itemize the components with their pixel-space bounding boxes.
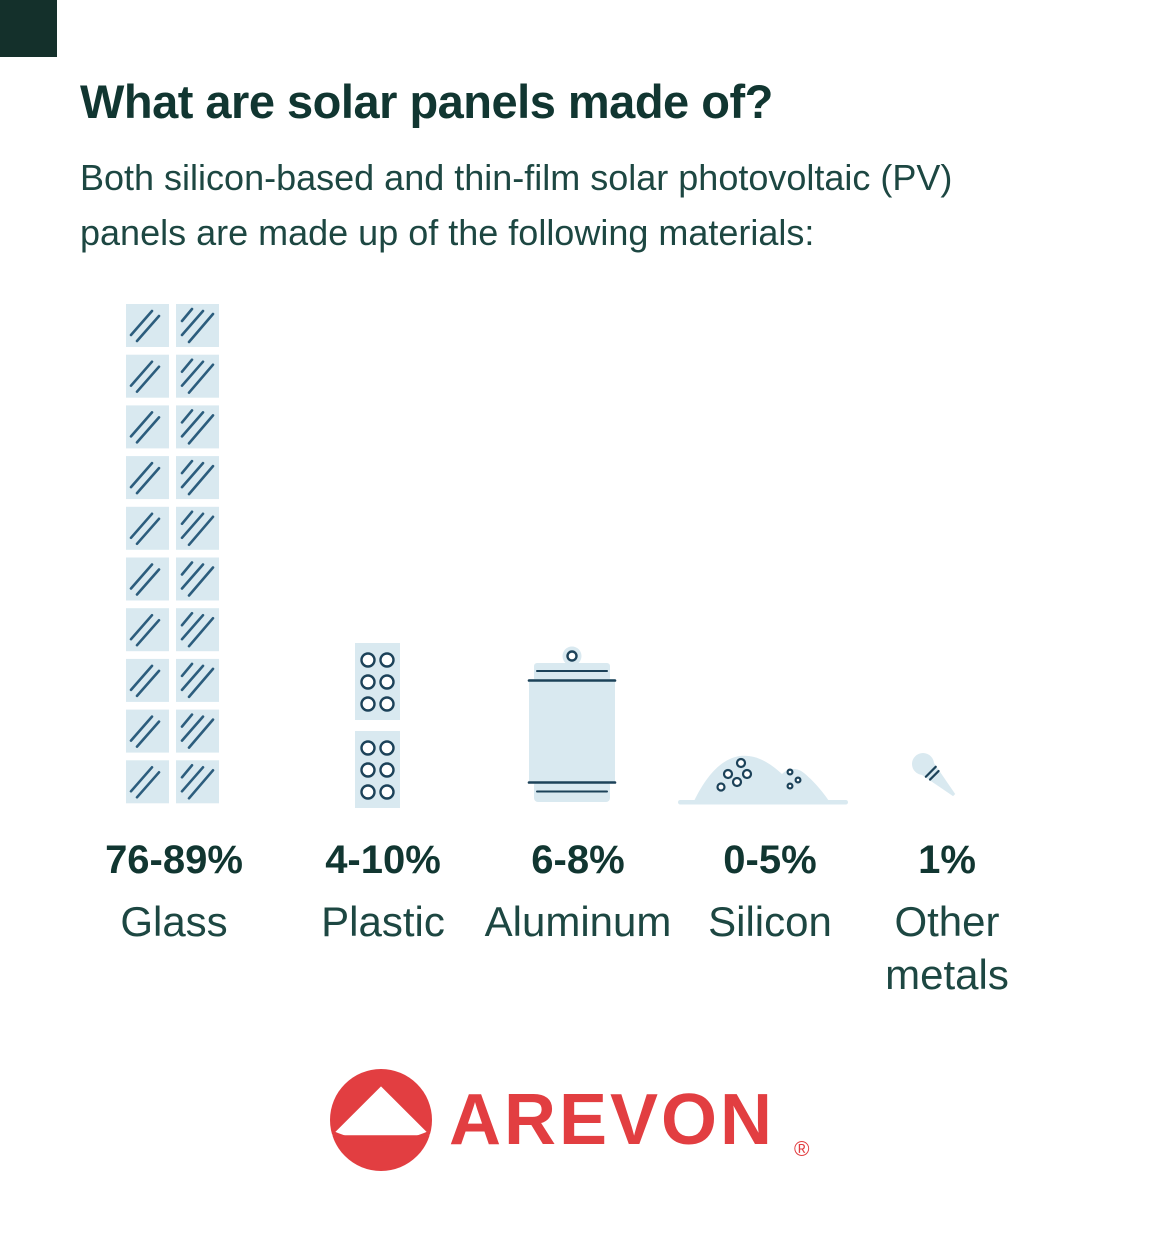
material-name: Aluminum	[484, 898, 672, 945]
value-label: 6-8%	[531, 838, 625, 882]
material-name: Other metals	[885, 898, 1009, 998]
material-label-glass: 76-89% Glass	[64, 838, 284, 949]
registered-trademark-symbol: ®	[794, 1138, 810, 1161]
brand-wordmark: AREVON	[449, 1080, 776, 1160]
material-label-other-metals: 1% Other metals	[862, 838, 1032, 1001]
subtitle-line-1: Both silicon-based and thin-film solar p…	[80, 157, 953, 198]
material-name: Silicon	[708, 898, 832, 945]
subtitle-line-2: panels are made up of the following mate…	[80, 212, 815, 254]
metal-screw-icon	[912, 753, 956, 797]
corner-accent-square	[0, 0, 57, 57]
silicon-pile-icon	[678, 755, 848, 805]
aluminum-can-icon	[527, 646, 617, 802]
material-label-plastic: 4-10% Plastic	[283, 838, 483, 949]
page-title: What are solar panels made of?	[80, 75, 773, 128]
plastic-bricks-icon	[355, 643, 400, 808]
material-label-aluminum: 6-8% Aluminum	[468, 838, 688, 949]
page-subtitle: Both silicon-based and thin-film solar p…	[80, 150, 952, 260]
value-label: 1%	[918, 838, 976, 882]
glass-panes-icon	[126, 304, 219, 804]
material-label-silicon: 0-5% Silicon	[680, 838, 860, 949]
material-name: Glass	[120, 898, 228, 945]
value-label: 76-89%	[105, 838, 243, 882]
arevon-logo: AREVON ®	[330, 1068, 810, 1172]
value-label: 0-5%	[723, 838, 817, 882]
value-label: 4-10%	[325, 838, 441, 882]
arevon-mountain-icon	[330, 1069, 432, 1171]
material-name: Plastic	[321, 898, 445, 945]
